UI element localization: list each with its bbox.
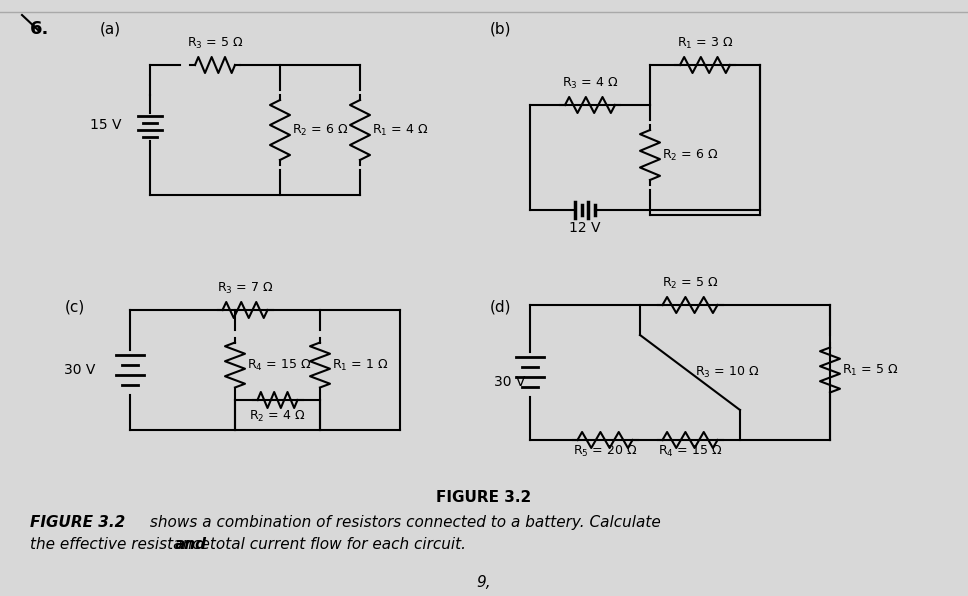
Text: 30 V: 30 V bbox=[64, 363, 95, 377]
Text: R$_1$ = 5 $\Omega$: R$_1$ = 5 $\Omega$ bbox=[842, 362, 898, 377]
Text: R$_2$ = 5 $\Omega$: R$_2$ = 5 $\Omega$ bbox=[662, 276, 718, 291]
Text: 6.: 6. bbox=[30, 20, 49, 38]
Text: FIGURE 3.2: FIGURE 3.2 bbox=[30, 515, 125, 530]
Text: (c): (c) bbox=[65, 300, 85, 315]
Text: R$_3$ = 7 $\Omega$: R$_3$ = 7 $\Omega$ bbox=[217, 281, 273, 296]
Text: R$_1$ = 3 $\Omega$: R$_1$ = 3 $\Omega$ bbox=[677, 36, 733, 51]
Text: R$_5$ = 20 $\Omega$: R$_5$ = 20 $\Omega$ bbox=[573, 444, 637, 459]
Text: R$_4$ = 15 $\Omega$: R$_4$ = 15 $\Omega$ bbox=[658, 444, 722, 459]
Text: 30 V: 30 V bbox=[494, 375, 525, 389]
Text: 9,: 9, bbox=[476, 575, 492, 590]
Text: R$_3$ = 5 $\Omega$: R$_3$ = 5 $\Omega$ bbox=[187, 36, 243, 51]
Text: R$_1$ = 1 $\Omega$: R$_1$ = 1 $\Omega$ bbox=[332, 358, 388, 372]
Text: (a): (a) bbox=[100, 22, 121, 37]
Text: R$_4$ = 15 $\Omega$: R$_4$ = 15 $\Omega$ bbox=[247, 358, 311, 372]
Text: 12 V: 12 V bbox=[569, 221, 601, 235]
Text: shows a combination of resistors connected to a battery. Calculate: shows a combination of resistors connect… bbox=[145, 515, 661, 530]
Text: R$_2$ = 6 $\Omega$: R$_2$ = 6 $\Omega$ bbox=[662, 147, 718, 163]
Text: FIGURE 3.2: FIGURE 3.2 bbox=[437, 490, 531, 505]
Text: R$_2$ = 4 $\Omega$: R$_2$ = 4 $\Omega$ bbox=[250, 409, 306, 424]
Text: 15 V: 15 V bbox=[90, 118, 122, 132]
Text: (b): (b) bbox=[490, 22, 511, 37]
Text: and: and bbox=[175, 537, 207, 552]
Text: R$_3$ = 4 $\Omega$: R$_3$ = 4 $\Omega$ bbox=[561, 76, 619, 91]
Text: the effective resistance: the effective resistance bbox=[30, 537, 215, 552]
Text: R$_2$ = 6 $\Omega$: R$_2$ = 6 $\Omega$ bbox=[292, 122, 348, 138]
Text: R$_3$ = 10 $\Omega$: R$_3$ = 10 $\Omega$ bbox=[695, 365, 759, 380]
Text: total current flow for each circuit.: total current flow for each circuit. bbox=[205, 537, 466, 552]
Text: R$_1$ = 4 $\Omega$: R$_1$ = 4 $\Omega$ bbox=[372, 122, 428, 138]
Text: (d): (d) bbox=[490, 300, 511, 315]
